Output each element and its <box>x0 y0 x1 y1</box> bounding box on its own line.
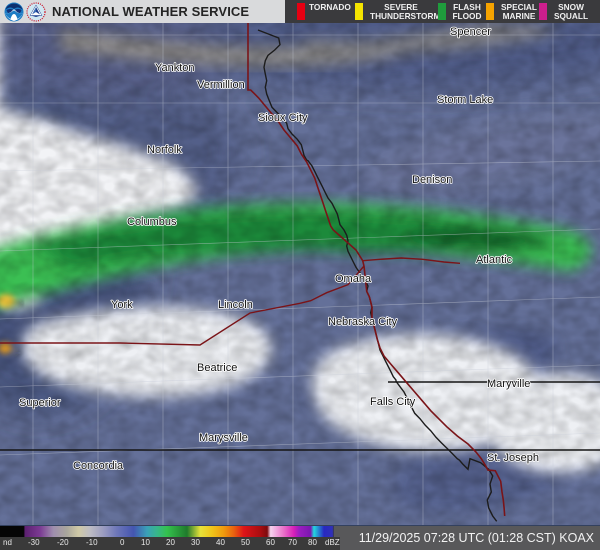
svg-text:Vermillion: Vermillion <box>197 79 245 91</box>
svg-text:York: York <box>111 299 133 311</box>
svg-text:Columbus: Columbus <box>127 216 177 228</box>
svg-text:Lincoln: Lincoln <box>218 299 253 311</box>
svg-text:Falls City: Falls City <box>370 396 416 408</box>
svg-text:Yankton: Yankton <box>155 62 195 74</box>
svg-text:Marysville: Marysville <box>199 432 248 444</box>
svg-text:Superior: Superior <box>19 397 61 409</box>
svg-text:Nebraska City: Nebraska City <box>328 316 398 328</box>
svg-text:Storm Lake: Storm Lake <box>437 94 493 106</box>
svg-text:St. Joseph: St. Joseph <box>487 452 539 464</box>
svg-text:Maryville: Maryville <box>487 378 530 390</box>
svg-text:Norfolk: Norfolk <box>147 144 182 156</box>
svg-text:Atlantic: Atlantic <box>476 254 513 266</box>
svg-text:Beatrice: Beatrice <box>197 362 237 374</box>
svg-text:Concordia: Concordia <box>73 460 124 472</box>
svg-text:Sioux City: Sioux City <box>258 112 308 124</box>
svg-text:Omaha: Omaha <box>335 273 372 285</box>
svg-text:Spencer: Spencer <box>450 26 491 38</box>
svg-text:Denison: Denison <box>412 174 452 186</box>
